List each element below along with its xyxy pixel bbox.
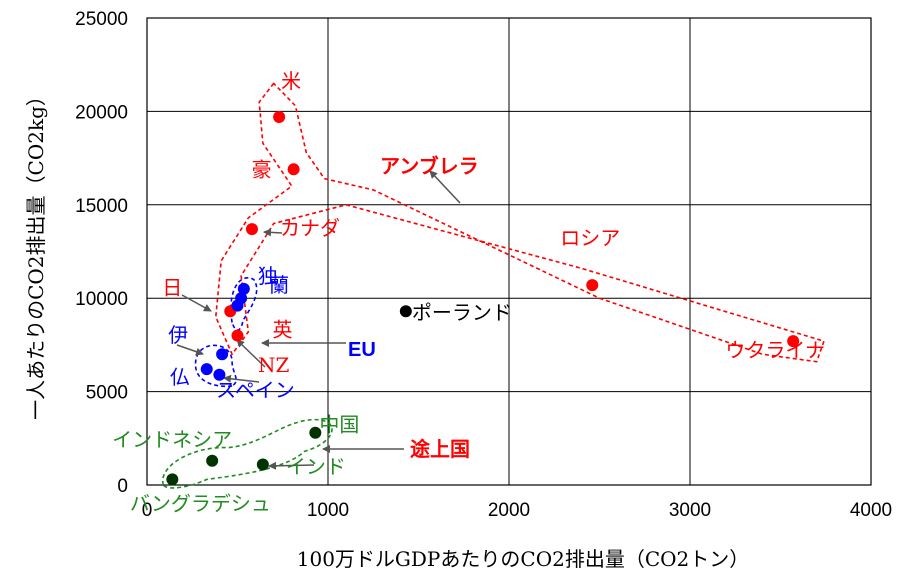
point-label: スペイン [216,378,295,402]
data-point [231,299,244,312]
data-point [237,282,250,295]
x-tick-label: 4000 [850,500,892,521]
point-label: 独 [258,264,278,288]
y-tick-label: 25000 [75,9,128,30]
data-points [166,111,800,486]
umbrella-arrow [429,170,461,204]
data-point [787,335,800,348]
point-label: インド [286,454,346,478]
data-point [213,368,226,381]
y-tick-label: 15000 [75,196,128,217]
data-point [399,305,412,318]
data-point [586,279,599,292]
y-tick-label: 20000 [75,102,128,123]
point-label: 仏 [170,365,190,389]
canada-arrow [263,228,283,237]
point-label: インドネシア [112,428,232,452]
data-point [231,329,244,342]
data-point [245,223,258,236]
data-point [309,426,322,439]
spain-arrow [223,374,260,383]
data-point [287,163,300,176]
point-label: ロシア [560,226,620,250]
point-label: 米 [281,69,301,93]
y-tick-label: 10000 [75,289,128,310]
data-point [273,111,286,124]
india-arrow [268,461,315,470]
point-label: バングラデシュ [130,491,271,515]
point-label: 伊 [168,323,188,347]
point-label: 英 [273,318,293,342]
japan-arrow [181,294,212,312]
point-label: ウクライナ [725,338,825,362]
annotation-umbrella: アンブレラ [380,154,479,178]
point-label: 中国 [319,413,359,437]
point-label: カナダ [280,216,340,240]
annotation-arrows [176,170,461,470]
data-point [206,454,219,467]
developing-group-outline [162,418,333,489]
nz-arrow [236,339,266,368]
point-label: 蘭 [269,273,289,297]
eu-south-outline [194,344,237,388]
data-point [256,458,269,471]
x-tick-label: 1000 [307,500,349,521]
annotation-eu: EU [348,339,376,361]
point-label: ポーランド [412,300,512,324]
annotation-nz: NZ [258,353,290,377]
y-tick-label: 5000 [86,383,128,404]
italy-arrow [176,344,204,356]
x-tick-label: 2000 [488,500,530,521]
y-axis-title: 一人あたりのCO2排出量（CO2kg） [24,86,48,420]
axes: 0 1000 2000 3000 4000 0 5000 10000 15000 20000 250… [75,9,892,521]
point-label: 日 [162,275,182,299]
plot-frame [146,17,872,486]
data-point [166,473,179,486]
annotation-developing: 途上国 [410,437,470,461]
umbrella-group-outline [214,82,825,363]
grid [147,18,871,485]
data-point [216,348,229,361]
y-tick-label: 0 [117,476,128,497]
x-tick-label: 0 [142,500,153,521]
x-axis-title: 100万ドルGDPあたりのCO2排出量（CO2トン） [297,547,750,571]
data-point [200,363,213,376]
x-tick-label: 3000 [669,500,711,521]
point-label: 豪 [252,157,272,181]
